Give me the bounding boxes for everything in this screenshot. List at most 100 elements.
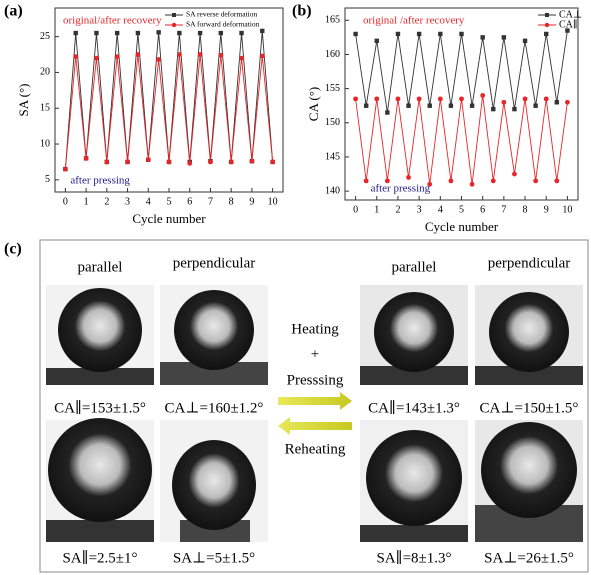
annotation: after pressing bbox=[70, 175, 130, 187]
marker bbox=[260, 28, 265, 34]
x-tick-label: 10 bbox=[268, 196, 278, 207]
process-step: Heating bbox=[291, 321, 339, 337]
marker bbox=[448, 103, 454, 108]
legend-label: SA reverse deformation bbox=[186, 10, 257, 19]
y-tick-label: 155 bbox=[325, 83, 340, 94]
marker bbox=[208, 159, 213, 165]
marker bbox=[438, 31, 443, 37]
legend-marker bbox=[544, 22, 550, 28]
marker bbox=[416, 31, 422, 37]
marker bbox=[522, 38, 528, 43]
y-tick-label: 145 bbox=[325, 151, 340, 162]
marker bbox=[94, 55, 99, 61]
marker bbox=[427, 103, 432, 108]
marker bbox=[554, 178, 560, 184]
marker bbox=[218, 52, 224, 58]
legend-label: SA forward deformation bbox=[186, 20, 260, 29]
marker bbox=[145, 157, 151, 163]
marker bbox=[73, 54, 79, 60]
x-tick-label: 6 bbox=[187, 196, 192, 207]
x-tick-label: 6 bbox=[480, 204, 485, 215]
marker bbox=[543, 96, 549, 102]
x-tick-label: 0 bbox=[63, 196, 68, 207]
marker bbox=[374, 38, 379, 43]
x-tick-label: 5 bbox=[167, 196, 172, 207]
marker bbox=[480, 35, 485, 40]
marker bbox=[448, 178, 454, 184]
x-tick-label: 5 bbox=[459, 204, 464, 215]
panel-label: (b) bbox=[292, 3, 312, 20]
y-tick-label: 15 bbox=[40, 103, 50, 114]
marker bbox=[374, 96, 380, 102]
y-tick-label: 140 bbox=[325, 185, 340, 196]
marker bbox=[156, 57, 162, 62]
y-tick-label: 20 bbox=[40, 67, 50, 78]
marker bbox=[239, 30, 244, 36]
marker bbox=[363, 178, 369, 184]
marker bbox=[437, 96, 443, 102]
marker bbox=[459, 96, 464, 102]
marker bbox=[135, 52, 141, 57]
annotation: original /after recovery bbox=[363, 15, 465, 27]
arrow-left bbox=[278, 417, 352, 435]
x-axis-label: Cycle number bbox=[132, 211, 206, 226]
marker bbox=[406, 175, 411, 180]
marker bbox=[104, 159, 110, 165]
caption: SA⊥=26±1.5° bbox=[484, 550, 574, 566]
x-tick-label: 8 bbox=[523, 204, 528, 215]
marker bbox=[522, 96, 528, 102]
series-line bbox=[355, 95, 568, 185]
marker bbox=[459, 31, 464, 37]
marker bbox=[533, 178, 539, 184]
x-tick-label: 2 bbox=[395, 204, 400, 215]
column-header: perpendicular bbox=[488, 255, 570, 271]
marker bbox=[114, 30, 120, 36]
column-header: parallel bbox=[78, 259, 123, 275]
y-tick-label: 150 bbox=[325, 117, 340, 128]
x-tick-label: 9 bbox=[249, 196, 254, 207]
marker bbox=[270, 159, 276, 165]
marker bbox=[469, 103, 475, 108]
caption: CA⊥=160±1.2° bbox=[165, 400, 264, 416]
y-tick-label: 160 bbox=[325, 49, 340, 60]
x-tick-label: 4 bbox=[146, 196, 151, 207]
marker bbox=[177, 30, 182, 36]
marker bbox=[83, 155, 89, 161]
marker bbox=[187, 160, 193, 166]
y-tick-label: 10 bbox=[40, 138, 50, 149]
caption: SA⊥=5±1.5° bbox=[173, 550, 255, 566]
process-step: + bbox=[311, 346, 319, 362]
x-tick-label: 3 bbox=[417, 204, 422, 215]
legend-label: CA∥ bbox=[559, 18, 578, 30]
marker bbox=[501, 99, 507, 105]
x-tick-label: 1 bbox=[374, 204, 379, 215]
arrow-right bbox=[278, 392, 352, 410]
legend-marker bbox=[545, 13, 549, 17]
x-axis-label: Cycle number bbox=[425, 219, 499, 234]
marker bbox=[125, 159, 130, 165]
marker bbox=[94, 30, 99, 36]
x-tick-label: 1 bbox=[84, 196, 89, 207]
panel-frame bbox=[39, 239, 589, 573]
marker bbox=[249, 158, 255, 164]
marker bbox=[544, 31, 549, 37]
marker bbox=[416, 96, 422, 102]
marker bbox=[385, 110, 390, 115]
marker bbox=[427, 181, 433, 187]
marker bbox=[197, 30, 203, 36]
marker bbox=[395, 31, 401, 37]
column-header: perpendicular bbox=[173, 255, 255, 271]
marker bbox=[114, 54, 120, 60]
y-axis-label: SA (°) bbox=[16, 83, 31, 116]
marker bbox=[565, 99, 570, 105]
y-axis-label: CA (°) bbox=[306, 87, 321, 121]
x-tick-label: 9 bbox=[544, 204, 549, 215]
caption: CA⊥=150±1.5° bbox=[480, 400, 579, 416]
process-step: Presssing bbox=[287, 372, 344, 388]
legend-label: CA⊥ bbox=[559, 9, 582, 20]
annotation: original/after recovery bbox=[63, 15, 162, 27]
y-tick-label: 5 bbox=[45, 174, 50, 185]
photos bbox=[46, 285, 583, 542]
marker bbox=[565, 28, 570, 33]
